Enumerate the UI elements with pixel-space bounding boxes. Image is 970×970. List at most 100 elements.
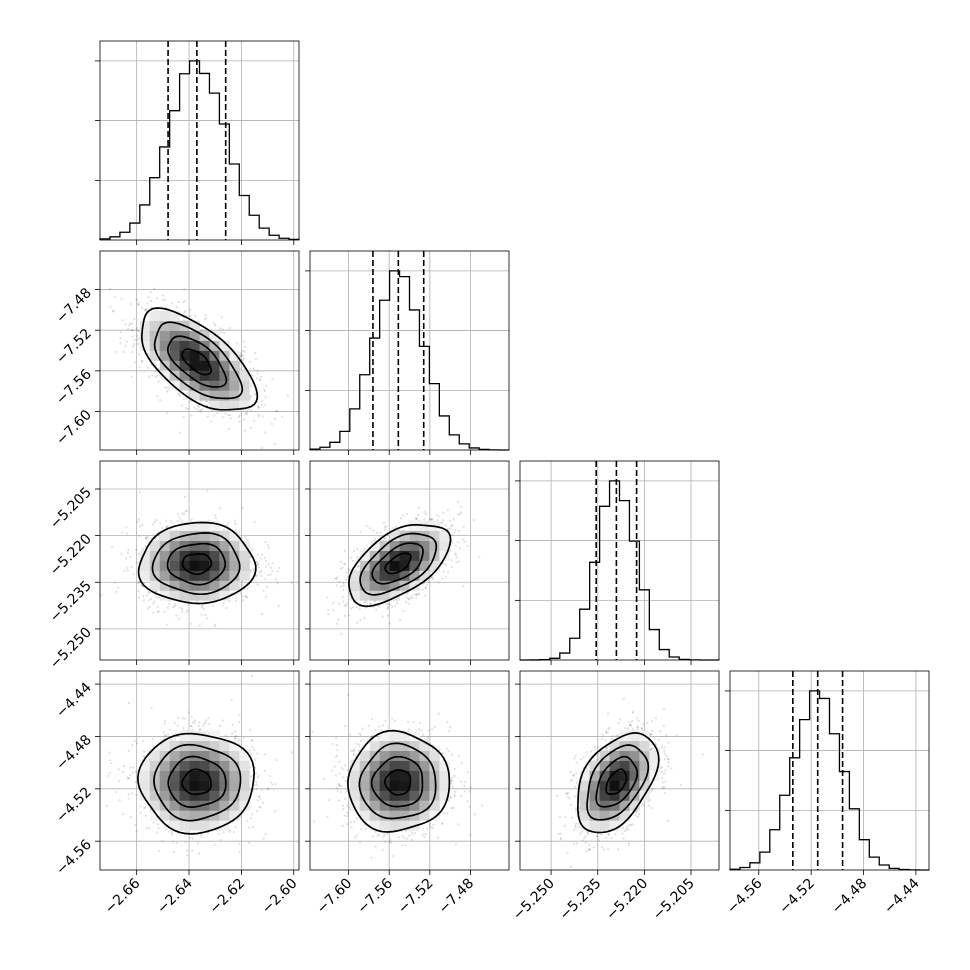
density-cell	[399, 540, 410, 551]
density-cell	[189, 520, 200, 532]
sample-point	[145, 537, 148, 540]
sample-point	[219, 507, 222, 510]
density-cell	[179, 520, 190, 532]
panel-frame	[99, 250, 300, 451]
density-cell	[189, 390, 200, 401]
density-cell	[229, 540, 240, 551]
sample-point	[112, 310, 115, 313]
density-cell	[199, 550, 210, 561]
sample-point	[182, 301, 185, 304]
sample-point	[437, 515, 441, 518]
sample-point	[145, 307, 148, 311]
sample-point	[359, 530, 362, 533]
sample-point	[392, 527, 395, 530]
sample-point	[472, 519, 476, 522]
sample-point	[114, 350, 117, 354]
sample-point	[141, 360, 144, 363]
sample-point	[260, 574, 263, 578]
sample-point	[136, 520, 139, 523]
sample-point	[457, 500, 460, 504]
density-cell	[179, 330, 190, 341]
sample-point	[128, 323, 131, 327]
sample-point	[156, 395, 159, 398]
sample-point	[135, 329, 138, 332]
sample-point	[388, 603, 391, 606]
density-cell	[199, 560, 210, 571]
sample-point	[183, 495, 187, 499]
sample-point	[135, 298, 138, 301]
density-cell	[359, 570, 371, 581]
sample-point	[126, 569, 130, 572]
sample-point	[125, 557, 128, 560]
sample-point	[369, 602, 372, 605]
sample-point	[427, 581, 431, 584]
sample-point	[120, 297, 123, 300]
sample-point	[244, 412, 247, 415]
sample-point	[273, 417, 277, 421]
density-cell	[209, 550, 220, 561]
sample-point	[202, 607, 206, 610]
density-cell	[229, 570, 240, 581]
sample-point	[351, 606, 354, 609]
sample-point	[115, 590, 118, 593]
sample-point	[147, 599, 150, 602]
hist-panel-3	[725, 670, 930, 871]
density-cell	[389, 540, 400, 551]
sample-point	[157, 610, 160, 613]
density-cell	[369, 540, 381, 551]
sample-point	[454, 553, 457, 556]
density-cell	[389, 530, 400, 541]
sample-point	[338, 602, 341, 605]
histogram-step	[99, 60, 300, 241]
sample-point	[153, 600, 156, 603]
panel-frame	[99, 40, 300, 241]
density-cell	[239, 570, 250, 581]
sample-point	[190, 414, 193, 417]
sample-point	[290, 581, 294, 584]
sample-point	[458, 547, 461, 550]
density-cell	[189, 580, 200, 591]
sample-point	[133, 343, 136, 346]
sample-point	[339, 560, 343, 563]
sample-point	[448, 527, 451, 530]
sample-point	[452, 518, 455, 521]
sample-point	[430, 517, 433, 521]
sample-point	[137, 582, 140, 585]
sample-point	[137, 581, 141, 584]
sample-point	[156, 375, 159, 378]
sample-point	[416, 514, 420, 517]
sample-point	[462, 525, 465, 528]
contour-level	[371, 542, 424, 585]
sample-point	[168, 830, 171, 833]
sample-point	[264, 595, 267, 598]
sample-point	[400, 590, 403, 593]
scatter-panel-3-0	[99, 670, 300, 871]
density-cell	[439, 550, 450, 561]
sample-point	[156, 605, 159, 609]
sample-point	[340, 632, 343, 635]
sample-point	[423, 511, 426, 514]
sample-point	[250, 374, 253, 377]
sample-point	[442, 511, 445, 514]
sample-point	[263, 390, 267, 393]
sample-point	[270, 422, 274, 426]
sample-point	[246, 411, 249, 414]
sample-point	[138, 491, 141, 494]
sample-point	[137, 590, 140, 593]
sample-point	[267, 546, 270, 549]
sample-point	[190, 622, 193, 625]
sample-point	[418, 506, 421, 509]
density-cell	[159, 540, 171, 551]
density-cell	[159, 550, 171, 561]
sample-point	[455, 560, 458, 564]
sample-point	[199, 410, 203, 413]
contour-level	[151, 532, 241, 596]
density-cell	[239, 560, 250, 571]
density-cell	[439, 540, 450, 551]
sample-point	[369, 602, 372, 605]
sample-point	[188, 308, 192, 312]
sample-point	[109, 759, 112, 762]
density-cell	[159, 530, 171, 541]
density-cell	[409, 520, 420, 532]
sample-point	[163, 610, 166, 613]
